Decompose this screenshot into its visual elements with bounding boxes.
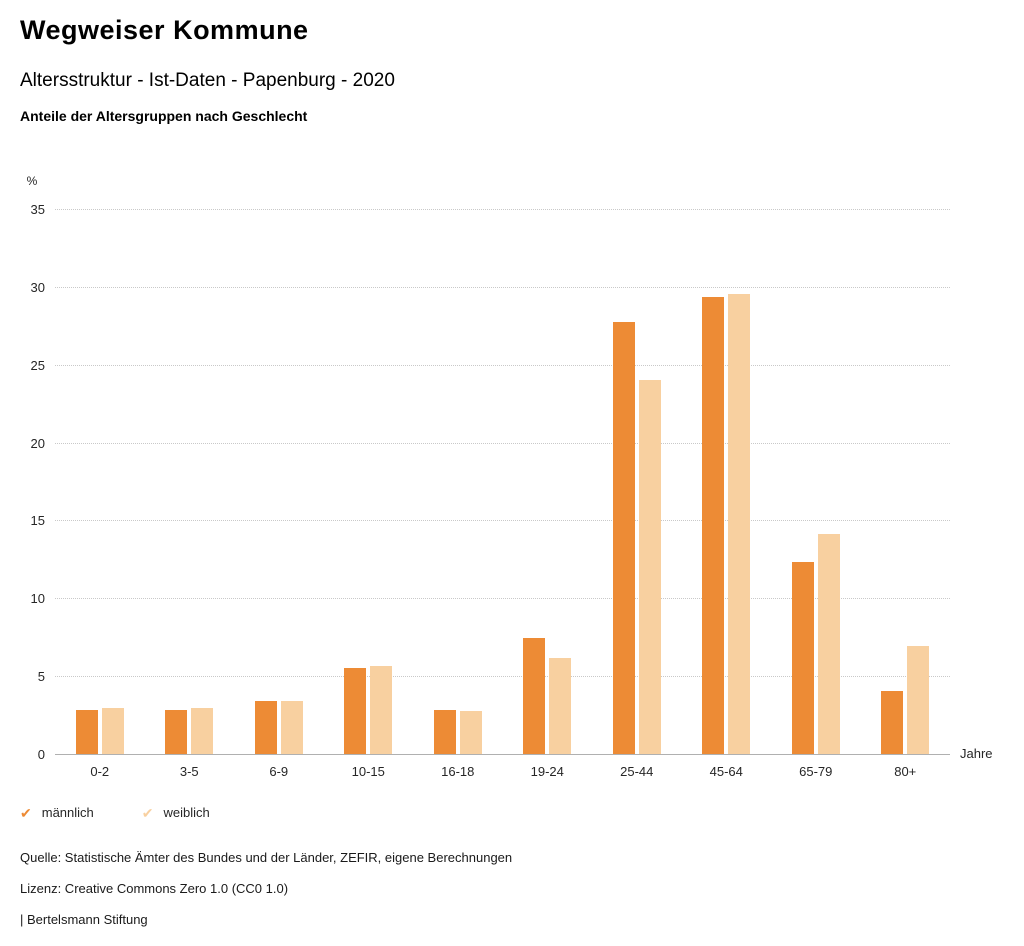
legend-item-weiblich[interactable]: ✔ weiblich: [142, 805, 210, 820]
y-tick-label-25: 25: [30, 357, 45, 373]
bar-männlich-45-64[interactable]: [702, 297, 725, 755]
x-tick-label-3-5: 3-5: [179, 764, 199, 779]
gridline-10: [55, 598, 950, 600]
x-axis-label: Jahre: [960, 746, 993, 761]
bar-weiblich-45-64[interactable]: [728, 294, 751, 755]
gridline-15: [55, 520, 950, 522]
bar-group-6-9: 6-9: [254, 210, 303, 779]
bar-männlich-0-2[interactable]: [75, 709, 98, 755]
bar-männlich-19-24[interactable]: [523, 638, 546, 755]
check-icon: ✔: [141, 804, 154, 821]
bar-männlich-65-79[interactable]: [791, 561, 814, 755]
brand-text: | Bertelsmann Stiftung: [20, 912, 148, 927]
chart-subtitle: Altersstruktur - Ist-Daten - Papenburg -…: [20, 70, 395, 91]
chart-header: Wegweiser Kommune Altersstruktur - Ist-D…: [0, 0, 1024, 125]
gridline-5: [55, 676, 950, 678]
y-axis-unit-label: %: [26, 174, 38, 188]
y-tick-label-15: 15: [30, 513, 45, 529]
chart-heading: Anteile der Altersgruppen nach Geschlech…: [20, 108, 308, 124]
x-tick-label-0-2: 0-2: [90, 764, 110, 779]
bar-group-25-44: 25-44: [612, 210, 661, 779]
gridline-35: [55, 209, 950, 210]
gridline-25: [55, 364, 950, 366]
page-title: Wegweiser Kommune: [20, 15, 309, 45]
bar-weiblich-65-79[interactable]: [817, 533, 840, 755]
bar-group-19-24: 19-24: [523, 210, 572, 779]
x-tick-label-10-15: 10-15: [351, 764, 385, 779]
source-text: Quelle: Statistische Ämter des Bundes un…: [20, 850, 513, 865]
x-tick-label-80+: 80+: [894, 764, 917, 779]
plot-area: % Jahre 0-2 3-5 6-9 10-15 16-18 19-24 25-44 45-…: [27, 174, 993, 779]
bar-weiblich-16-18[interactable]: [459, 711, 482, 755]
y-tick-label-0: 0: [37, 747, 45, 762]
y-tick-label-30: 30: [30, 279, 45, 295]
bar-weiblich-3-5[interactable]: [191, 708, 214, 755]
y-tick-label-35: 35: [30, 202, 45, 217]
bar-group-10-15: 10-15: [344, 210, 393, 779]
gridline-30: [55, 286, 950, 288]
bar-group-3-5: 3-5: [165, 210, 214, 779]
bar-weiblich-0-2[interactable]: [101, 708, 124, 755]
chart-footer: Quelle: Statistische Ämter des Bundes un…: [20, 850, 1024, 927]
x-tick-label-25-44: 25-44: [620, 764, 654, 779]
x-tick-label-6-9: 6-9: [269, 764, 289, 779]
bar-männlich-16-18[interactable]: [433, 709, 456, 755]
bar-männlich-10-15[interactable]: [344, 667, 367, 755]
x-axis-baseline: [55, 754, 950, 755]
check-icon: ✔: [20, 804, 32, 821]
x-tick-label-45-64: 45-64: [709, 764, 743, 779]
legend-label: männlich: [41, 805, 94, 820]
chart-legend: ✔ männlich ✔ weiblich: [20, 805, 1024, 820]
bar-männlich-3-5[interactable]: [165, 709, 188, 755]
bar-weiblich-10-15[interactable]: [370, 666, 393, 755]
bar-weiblich-25-44[interactable]: [638, 379, 661, 755]
bar-group-0-2: 0-2: [75, 210, 124, 779]
bar-group-16-18: 16-18: [433, 210, 482, 779]
y-tick-label-20: 20: [30, 435, 45, 451]
legend-label: weiblich: [163, 805, 210, 820]
y-tick-label-10: 10: [30, 591, 45, 607]
bar-männlich-25-44[interactable]: [612, 322, 635, 755]
bar-group-65-79: 65-79: [791, 210, 840, 779]
bar-groups: 0-2 3-5 6-9 10-15 16-18 19-24 25-44 45-64 65-79 8…: [55, 210, 950, 779]
y-tick-label-5: 5: [37, 669, 45, 685]
bar-group-80+: 80+: [881, 210, 930, 779]
legend-item-maennlich[interactable]: ✔ männlich: [20, 805, 94, 820]
bar-weiblich-19-24[interactable]: [549, 658, 572, 755]
license-text: Lizenz: Creative Commons Zero 1.0 (CC0 1…: [20, 881, 289, 896]
x-tick-label-16-18: 16-18: [441, 764, 475, 779]
x-tick-label-65-79: 65-79: [799, 764, 833, 779]
bar-weiblich-6-9[interactable]: [280, 700, 303, 755]
gridline-20: [55, 442, 950, 444]
bar-männlich-80+[interactable]: [881, 691, 904, 755]
bar-weiblich-80+[interactable]: [907, 646, 930, 755]
bar-männlich-6-9[interactable]: [254, 700, 277, 755]
bar-group-45-64: 45-64: [702, 210, 751, 779]
x-tick-label-19-24: 19-24: [530, 764, 564, 779]
